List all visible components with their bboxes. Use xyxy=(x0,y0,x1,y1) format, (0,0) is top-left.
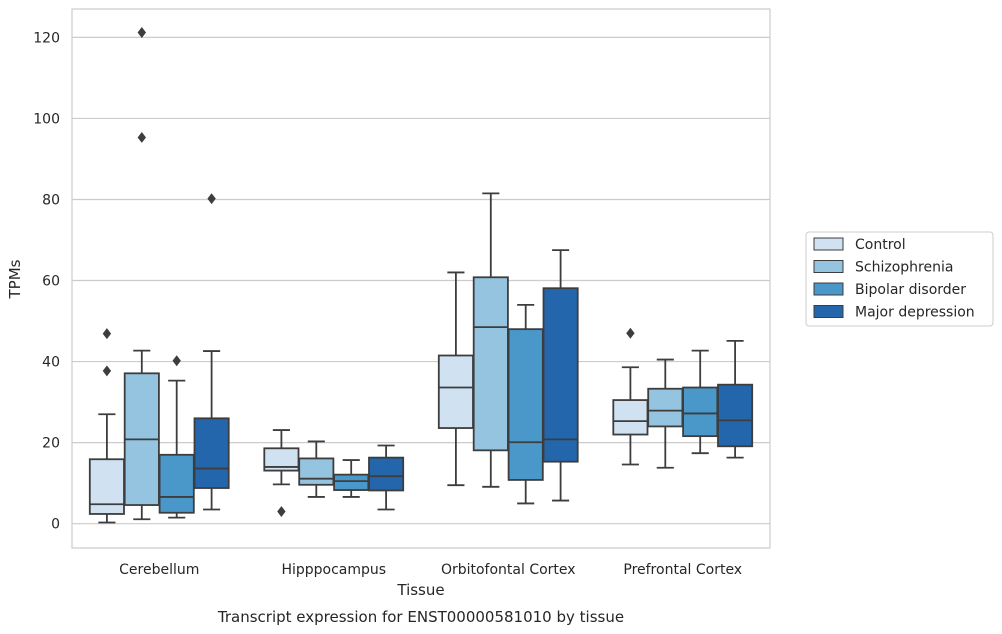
outlier-point xyxy=(102,328,112,340)
box-iqr xyxy=(88,458,125,515)
legend-swatch xyxy=(813,282,844,296)
box-major-depression xyxy=(717,340,754,459)
box-iqr xyxy=(612,399,649,436)
box-iqr xyxy=(368,456,405,492)
box-iqr xyxy=(298,457,335,486)
box-schizophrenia xyxy=(647,358,684,469)
box-bipolar-disorder xyxy=(158,355,195,519)
outlier-point xyxy=(172,355,181,367)
box-schizophrenia xyxy=(472,192,509,488)
legend-swatch xyxy=(813,305,844,318)
x-axis-label: Tissue xyxy=(396,581,444,599)
y-tick-label: 0 xyxy=(51,517,60,533)
box-bipolar-disorder xyxy=(682,349,719,455)
box-control xyxy=(263,429,300,517)
chart-title: Transcript expression for ENST0000058101… xyxy=(217,608,624,626)
x-tick-labels: Cerebellum Hipppocampus Orbitofontal Corte… xyxy=(119,562,742,578)
y-tick-labels: 0 20 40 60 80 100 120 xyxy=(33,30,60,532)
box-iqr xyxy=(472,276,509,452)
legend-entry: Schizophrenia xyxy=(855,260,953,276)
x-tick-label: Hipppocampus xyxy=(281,562,386,578)
box-schizophrenia xyxy=(123,27,160,521)
box-major-depression xyxy=(542,249,579,502)
y-tick-label: 60 xyxy=(42,274,60,290)
outlier-point xyxy=(277,506,286,517)
outlier-point xyxy=(102,365,112,377)
legend-swatch xyxy=(813,260,844,273)
gridlines xyxy=(72,36,770,525)
box-iqr xyxy=(542,287,579,463)
box-bipolar-disorder xyxy=(507,303,544,505)
y-axis-label: TPMs xyxy=(6,259,24,299)
plot-area-frame xyxy=(71,8,771,549)
legend-swatch xyxy=(813,237,844,251)
x-tick-label: Cerebellum xyxy=(119,562,199,578)
outlier-point xyxy=(137,27,146,38)
legend-entry: Control xyxy=(855,237,906,253)
x-tick-label: Orbitofontal Cortex xyxy=(441,562,576,578)
box-control xyxy=(612,327,649,466)
box-iqr xyxy=(717,383,754,448)
box-major-depression xyxy=(368,444,405,511)
box-iqr xyxy=(193,417,230,489)
y-tick-label: 40 xyxy=(42,355,60,371)
box-iqr xyxy=(437,354,474,429)
box-iqr xyxy=(507,328,544,481)
box-major-depression xyxy=(193,193,230,511)
box-iqr xyxy=(682,386,719,438)
y-tick-label: 20 xyxy=(42,436,60,452)
x-tick-label: Prefrontal Cortex xyxy=(623,562,742,578)
outlier-point xyxy=(137,132,146,143)
box-schizophrenia xyxy=(298,440,335,498)
outlier-point xyxy=(626,327,635,339)
box-iqr xyxy=(647,387,684,428)
legend-entry: Bipolar disorder xyxy=(855,282,966,298)
legend-entry: Major depression xyxy=(855,305,975,321)
box-control xyxy=(88,328,125,524)
box-bipolar-disorder xyxy=(333,459,370,498)
box-iqr xyxy=(158,453,195,514)
box-layer xyxy=(88,27,754,524)
legend: Control Schizophrenia Bipolar disorder Majo… xyxy=(805,231,994,327)
y-tick-label: 80 xyxy=(42,192,60,208)
legend-frame xyxy=(805,231,994,327)
y-tick-label: 120 xyxy=(33,30,60,46)
y-tick-label: 100 xyxy=(33,111,60,127)
box-iqr xyxy=(333,473,370,491)
outlier-point xyxy=(207,193,216,205)
box-control xyxy=(437,271,474,487)
